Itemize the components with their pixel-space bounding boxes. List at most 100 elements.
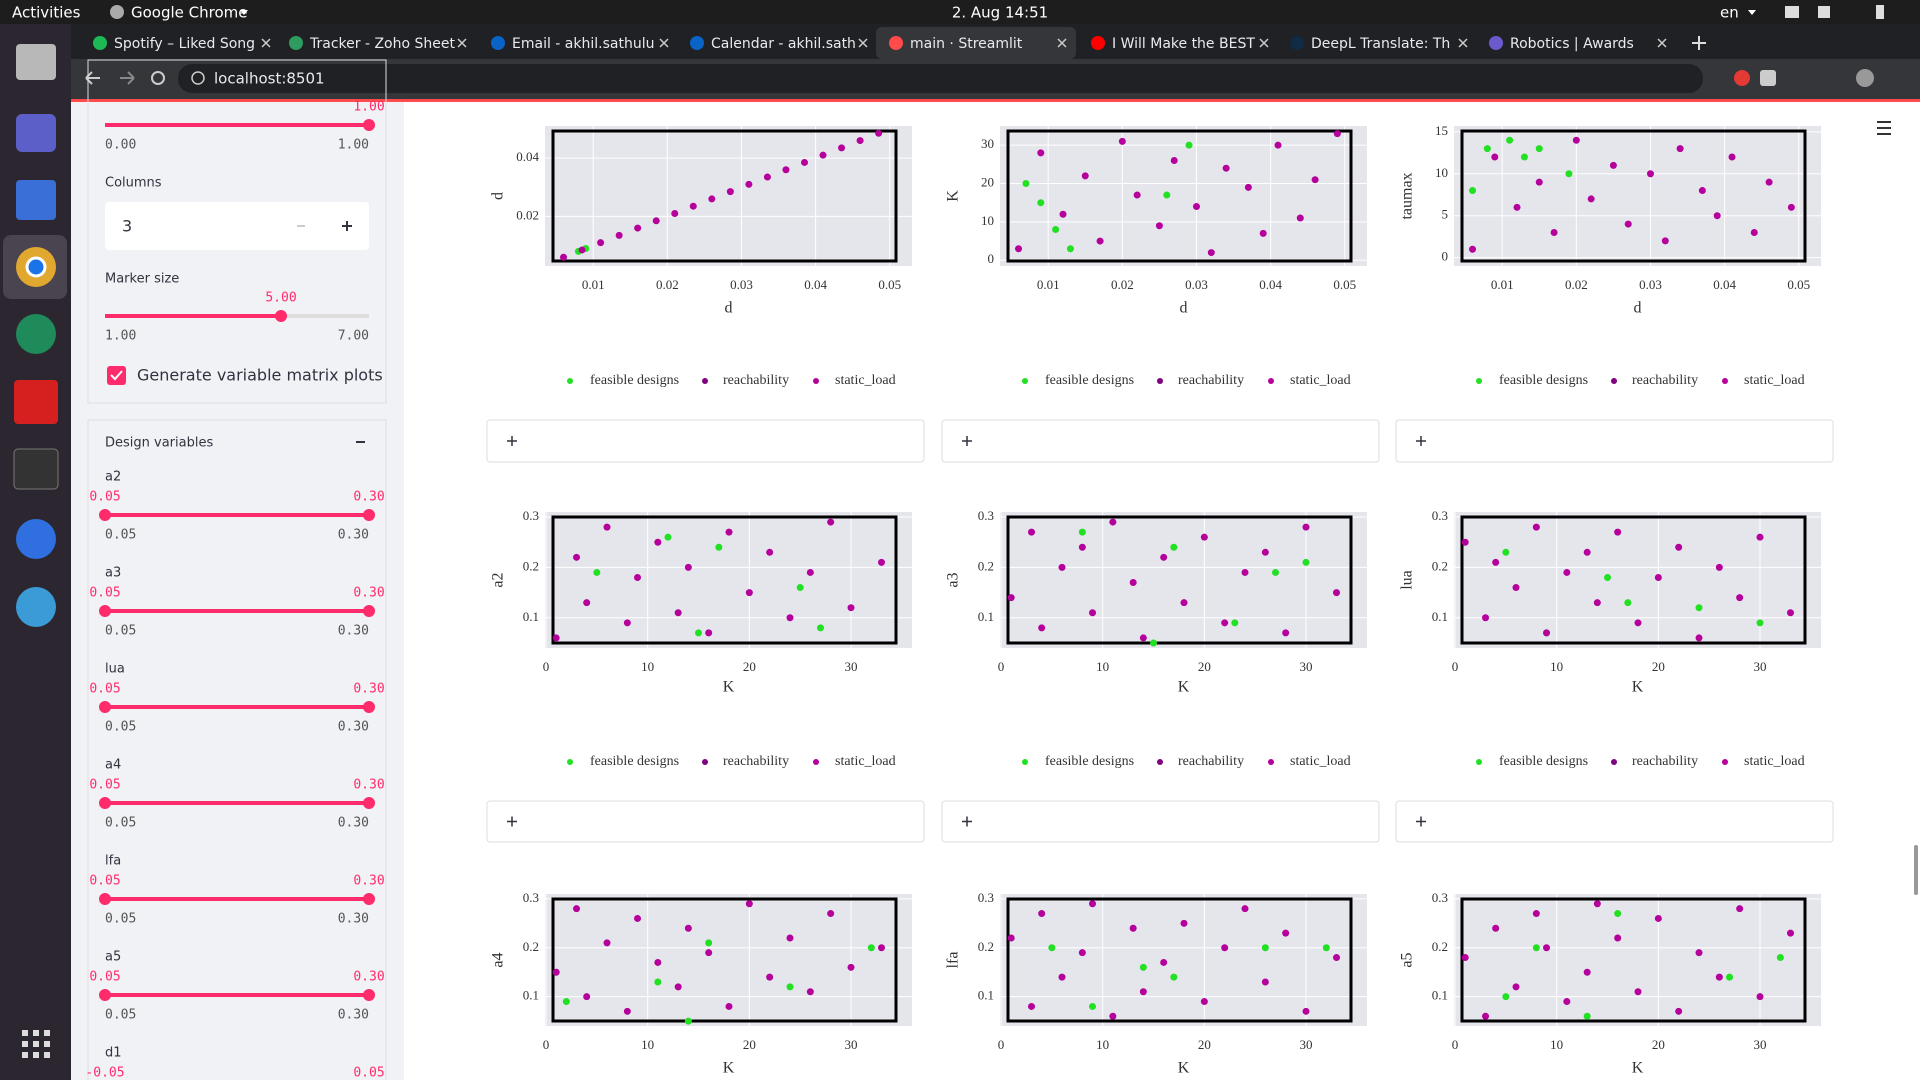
legend-label[interactable]: reachability [723,373,789,388]
omnibox[interactable] [178,64,1703,93]
legend-label[interactable]: reachability [723,754,789,769]
url[interactable]: localhost:8501 [214,70,325,88]
slider-handle[interactable] [363,797,375,809]
slider-handle[interactable] [363,989,375,1001]
main-menu[interactable] [1877,121,1891,135]
y-axis-label: K [945,190,962,202]
point [634,224,642,232]
legend-label[interactable]: static_load [1290,373,1351,388]
app-menu[interactable]: Google Chrome [131,4,248,22]
site-info[interactable] [191,71,205,85]
screenshot-icon[interactable] [16,180,56,220]
tab-title[interactable]: Tracker - Zoho Sheet [309,36,455,52]
tab-title[interactable]: main · Streamlit [910,36,1023,52]
expander[interactable] [1395,800,1834,843]
expand-icon[interactable] [507,816,517,827]
teams-icon[interactable] [16,114,56,152]
legend-label[interactable]: static_load [1744,373,1805,388]
legend-label[interactable]: feasible designs [1499,754,1588,769]
slider-handle[interactable] [275,310,287,322]
tab-title[interactable]: DeepL Translate: Th [1311,36,1450,52]
app-icon[interactable] [16,587,56,627]
slider-handle[interactable] [363,701,375,713]
legend-label[interactable]: reachability [1178,373,1244,388]
legend-label[interactable]: reachability [1632,754,1698,769]
legend-label[interactable]: feasible designs [590,373,679,388]
show-apps[interactable] [22,1030,50,1058]
legend-label[interactable]: feasible designs [1045,373,1134,388]
slider-handle[interactable] [99,989,111,1001]
mathematica-icon[interactable] [14,380,58,424]
number-value[interactable]: 3 [122,217,132,236]
profile[interactable] [1856,69,1874,87]
extension-icon[interactable] [1760,70,1776,86]
expand-icon[interactable] [1416,816,1426,827]
plot-area [545,126,912,266]
tab-title[interactable]: Robotics | Awards [1510,36,1634,52]
slider-handle[interactable] [363,509,375,521]
expander[interactable] [1395,419,1834,463]
point [1259,229,1267,237]
x-tick-label: 0.03 [1185,277,1208,292]
slider-label: a5 [105,950,121,965]
checkbox-label[interactable]: Generate variable matrix plots [137,366,383,385]
expander[interactable] [486,419,925,463]
slider-handle[interactable] [99,701,111,713]
checkbox[interactable] [107,366,126,385]
slider-handle[interactable] [363,119,375,131]
legend-label[interactable]: reachability [1632,373,1698,388]
legend-label[interactable]: static_load [1290,754,1351,769]
slider-handle[interactable] [363,893,375,905]
legend-label[interactable]: feasible designs [1499,373,1588,388]
expand-icon[interactable] [1416,436,1426,446]
expander[interactable] [941,800,1380,843]
expand-icon[interactable] [962,816,972,827]
scrollbar[interactable] [1914,845,1918,895]
tab-title[interactable]: Email - akhil.sathulu [512,36,654,52]
tab-close[interactable] [261,38,271,48]
y-tick-label: 0.1 [523,609,539,624]
legend-marker [1722,378,1728,384]
slider-handle[interactable] [99,509,111,521]
tab-title[interactable]: Calendar - akhil.sath [711,36,856,52]
expander[interactable] [941,419,1380,463]
reload-button[interactable] [151,71,165,85]
expand-icon[interactable] [507,436,517,446]
new-tab[interactable] [1692,36,1706,50]
expander-title[interactable]: Design variables [105,436,213,451]
extension-icon[interactable] [1734,70,1750,86]
tab-close[interactable] [1259,38,1269,48]
legend-label[interactable]: feasible designs [1045,754,1134,769]
expand-icon[interactable] [962,436,972,446]
wps-icon[interactable] [16,519,56,559]
tab-close[interactable] [1458,38,1468,48]
clock[interactable]: 2. Aug 14:51 [952,4,1048,22]
tab-close[interactable] [659,38,669,48]
tab-close[interactable] [457,38,467,48]
point [1180,599,1188,607]
legend-label[interactable]: static_load [1744,754,1805,769]
slider-handle[interactable] [99,893,111,905]
tab-title[interactable]: Spotify – Liked Song [114,36,255,52]
tab-close[interactable] [1657,38,1667,48]
expander[interactable] [486,800,925,843]
legend-label[interactable]: reachability [1178,754,1244,769]
number-input[interactable] [105,202,369,250]
legend-label[interactable]: static_load [835,754,896,769]
atom-icon[interactable] [16,314,56,354]
terminal-icon[interactable] [13,448,59,490]
legend-label[interactable]: feasible designs [590,754,679,769]
slider-handle[interactable] [99,605,111,617]
legend-label[interactable]: static_load [835,373,896,388]
increment[interactable] [342,221,352,231]
forward-button[interactable] [120,71,135,85]
activities[interactable]: Activities [12,4,81,22]
slider-handle[interactable] [363,605,375,617]
tab-close[interactable] [1057,38,1067,48]
point [1634,988,1642,996]
tab-title[interactable]: I Will Make the BEST [1112,36,1255,52]
slider-handle[interactable] [99,797,111,809]
language[interactable]: en [1720,4,1739,22]
tab-close[interactable] [858,38,868,48]
files-icon[interactable] [16,44,56,80]
